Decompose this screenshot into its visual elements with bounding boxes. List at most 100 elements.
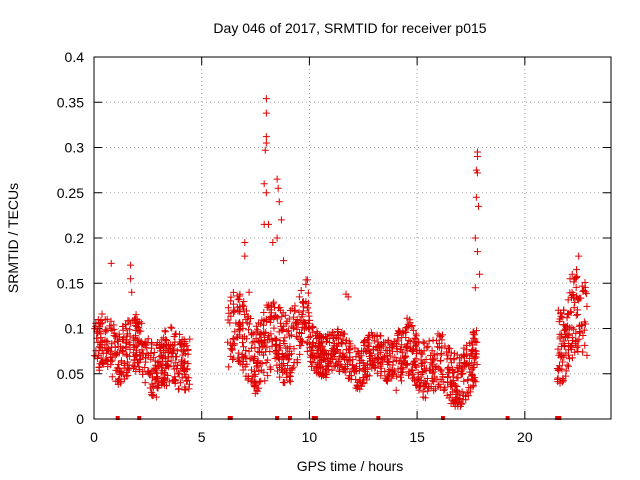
data-point <box>159 360 167 368</box>
data-point <box>224 316 232 324</box>
data-point <box>288 350 296 358</box>
data-point <box>246 355 254 363</box>
data-point <box>568 270 576 278</box>
data-point <box>386 371 394 379</box>
data-point <box>292 332 300 340</box>
data-point <box>345 372 353 380</box>
data-point <box>246 315 254 323</box>
data-point <box>458 367 466 375</box>
data-point <box>406 316 414 324</box>
data-point <box>383 377 391 385</box>
data-point <box>430 378 438 386</box>
data-point <box>255 384 263 392</box>
data-point <box>384 337 392 345</box>
data-point <box>170 345 178 353</box>
data-point <box>278 327 286 335</box>
data-point <box>127 261 135 269</box>
data-point <box>247 331 255 339</box>
data-point <box>433 351 441 359</box>
data-point <box>275 354 283 362</box>
data-point <box>554 306 562 314</box>
data-point <box>307 351 315 359</box>
data-point <box>225 363 233 371</box>
data-point <box>227 297 235 305</box>
data-point <box>451 381 459 389</box>
data-point <box>377 372 385 380</box>
data-point <box>146 384 154 392</box>
data-point <box>298 298 306 306</box>
data-point <box>262 139 270 147</box>
data-point <box>293 358 301 366</box>
data-point <box>450 349 458 357</box>
data-point <box>290 345 298 353</box>
data-point <box>346 357 354 365</box>
data-point <box>233 303 241 311</box>
data-point <box>292 320 300 328</box>
data-point <box>565 355 573 363</box>
data-point <box>277 216 285 224</box>
data-point <box>273 353 281 361</box>
data-point <box>95 364 103 372</box>
data-point <box>283 344 291 352</box>
data-point <box>135 327 143 335</box>
data-point <box>175 370 183 378</box>
data-point <box>145 370 153 378</box>
data-point <box>454 368 462 376</box>
data-point <box>363 360 371 368</box>
data-point <box>419 338 427 346</box>
data-point <box>261 377 269 385</box>
data-point <box>334 362 342 370</box>
data-point <box>261 337 269 345</box>
data-point <box>568 324 576 332</box>
data-point <box>473 248 481 256</box>
data-point <box>421 394 429 402</box>
data-point <box>408 323 416 331</box>
data-point <box>248 339 256 347</box>
data-point <box>563 330 571 338</box>
data-point <box>162 336 170 344</box>
data-point <box>235 319 243 327</box>
data-point <box>117 379 125 387</box>
data-point <box>389 361 397 369</box>
data-point <box>306 344 314 352</box>
data-point <box>468 371 476 379</box>
data-point <box>562 325 570 333</box>
data-point <box>321 370 329 378</box>
data-point <box>392 356 400 364</box>
data-point <box>312 365 320 373</box>
data-point <box>580 326 588 334</box>
data-point <box>94 316 102 324</box>
data-point <box>425 337 433 345</box>
data-point <box>125 361 133 369</box>
data-point <box>288 305 296 313</box>
data-point <box>108 340 116 348</box>
data-point <box>132 311 140 319</box>
data-point <box>460 344 468 352</box>
data-point <box>298 313 306 321</box>
data-point <box>453 387 461 395</box>
baseline-marker <box>288 416 293 420</box>
data-point <box>564 322 572 330</box>
data-point <box>428 369 436 377</box>
axis-ticks: 0 0.05 0.1 0.15 0.2 0.25 0.3 0.35 0.4 0 5 10 15 20 <box>57 49 611 445</box>
data-point <box>157 351 165 359</box>
data-point <box>568 334 576 342</box>
data-point <box>125 317 133 325</box>
data-point <box>342 336 350 344</box>
data-point <box>558 351 566 359</box>
data-point <box>178 336 186 344</box>
data-point <box>428 347 436 355</box>
data-point <box>173 347 181 355</box>
baseline-marker <box>555 416 560 420</box>
data-point <box>245 326 253 334</box>
data-point <box>394 365 402 373</box>
data-point <box>294 334 302 342</box>
data-point <box>251 368 259 376</box>
data-point <box>431 364 439 372</box>
data-point <box>351 344 359 352</box>
data-point <box>399 329 407 337</box>
data-point <box>409 370 417 378</box>
data-point <box>281 365 289 373</box>
data-point <box>359 365 367 373</box>
data-point <box>181 339 189 347</box>
